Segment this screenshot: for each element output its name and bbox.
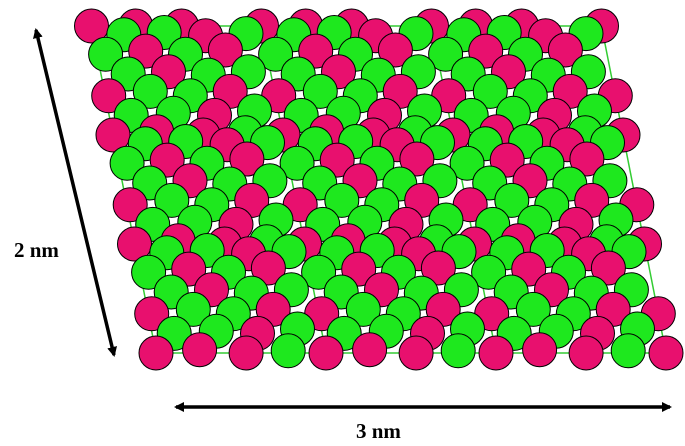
green-atom — [428, 36, 464, 72]
magenta-atom — [308, 335, 344, 371]
magenta-atom — [648, 335, 684, 371]
green-atom — [279, 145, 315, 181]
vertical-dimension-label: 2 nm — [14, 238, 59, 262]
dimension-arrows — [33, 28, 672, 412]
green-atom — [449, 145, 485, 181]
magenta-atom — [117, 226, 152, 262]
green-atom — [175, 291, 211, 327]
green-atom — [472, 73, 508, 109]
green-atom — [258, 36, 294, 72]
magenta-atom — [250, 250, 286, 286]
magenta-atom — [207, 32, 243, 68]
green-atom — [345, 291, 381, 327]
horizontal-dimension-label: 3 nm — [356, 419, 401, 443]
magenta-atom — [568, 335, 604, 371]
magenta-atom — [182, 332, 218, 368]
green-atom — [154, 182, 190, 218]
green-atom — [131, 254, 167, 290]
magenta-atom — [522, 332, 558, 368]
vertical-dimension-arrow — [33, 28, 117, 357]
atom-layer — [74, 8, 684, 371]
green-atom — [324, 182, 360, 218]
magenta-atom — [134, 296, 170, 332]
magenta-atom — [377, 32, 413, 68]
green-atom — [471, 254, 507, 290]
green-atom — [494, 182, 530, 218]
magenta-atom — [352, 332, 388, 368]
magenta-atom — [229, 141, 265, 177]
green-atom — [440, 333, 476, 369]
green-atom — [610, 333, 646, 369]
magenta-atom — [228, 335, 264, 371]
magenta-atom — [478, 335, 514, 371]
green-atom — [302, 73, 338, 109]
magenta-atom — [547, 32, 583, 68]
green-atom — [515, 291, 551, 327]
magenta-atom — [420, 250, 456, 286]
magenta-atom — [138, 335, 174, 371]
magenta-atom — [399, 141, 435, 177]
magenta-atom — [590, 250, 626, 286]
magenta-atom — [569, 141, 605, 177]
green-atom — [301, 254, 337, 290]
green-atom — [270, 333, 306, 369]
green-atom — [132, 73, 168, 109]
magenta-atom — [398, 335, 434, 371]
